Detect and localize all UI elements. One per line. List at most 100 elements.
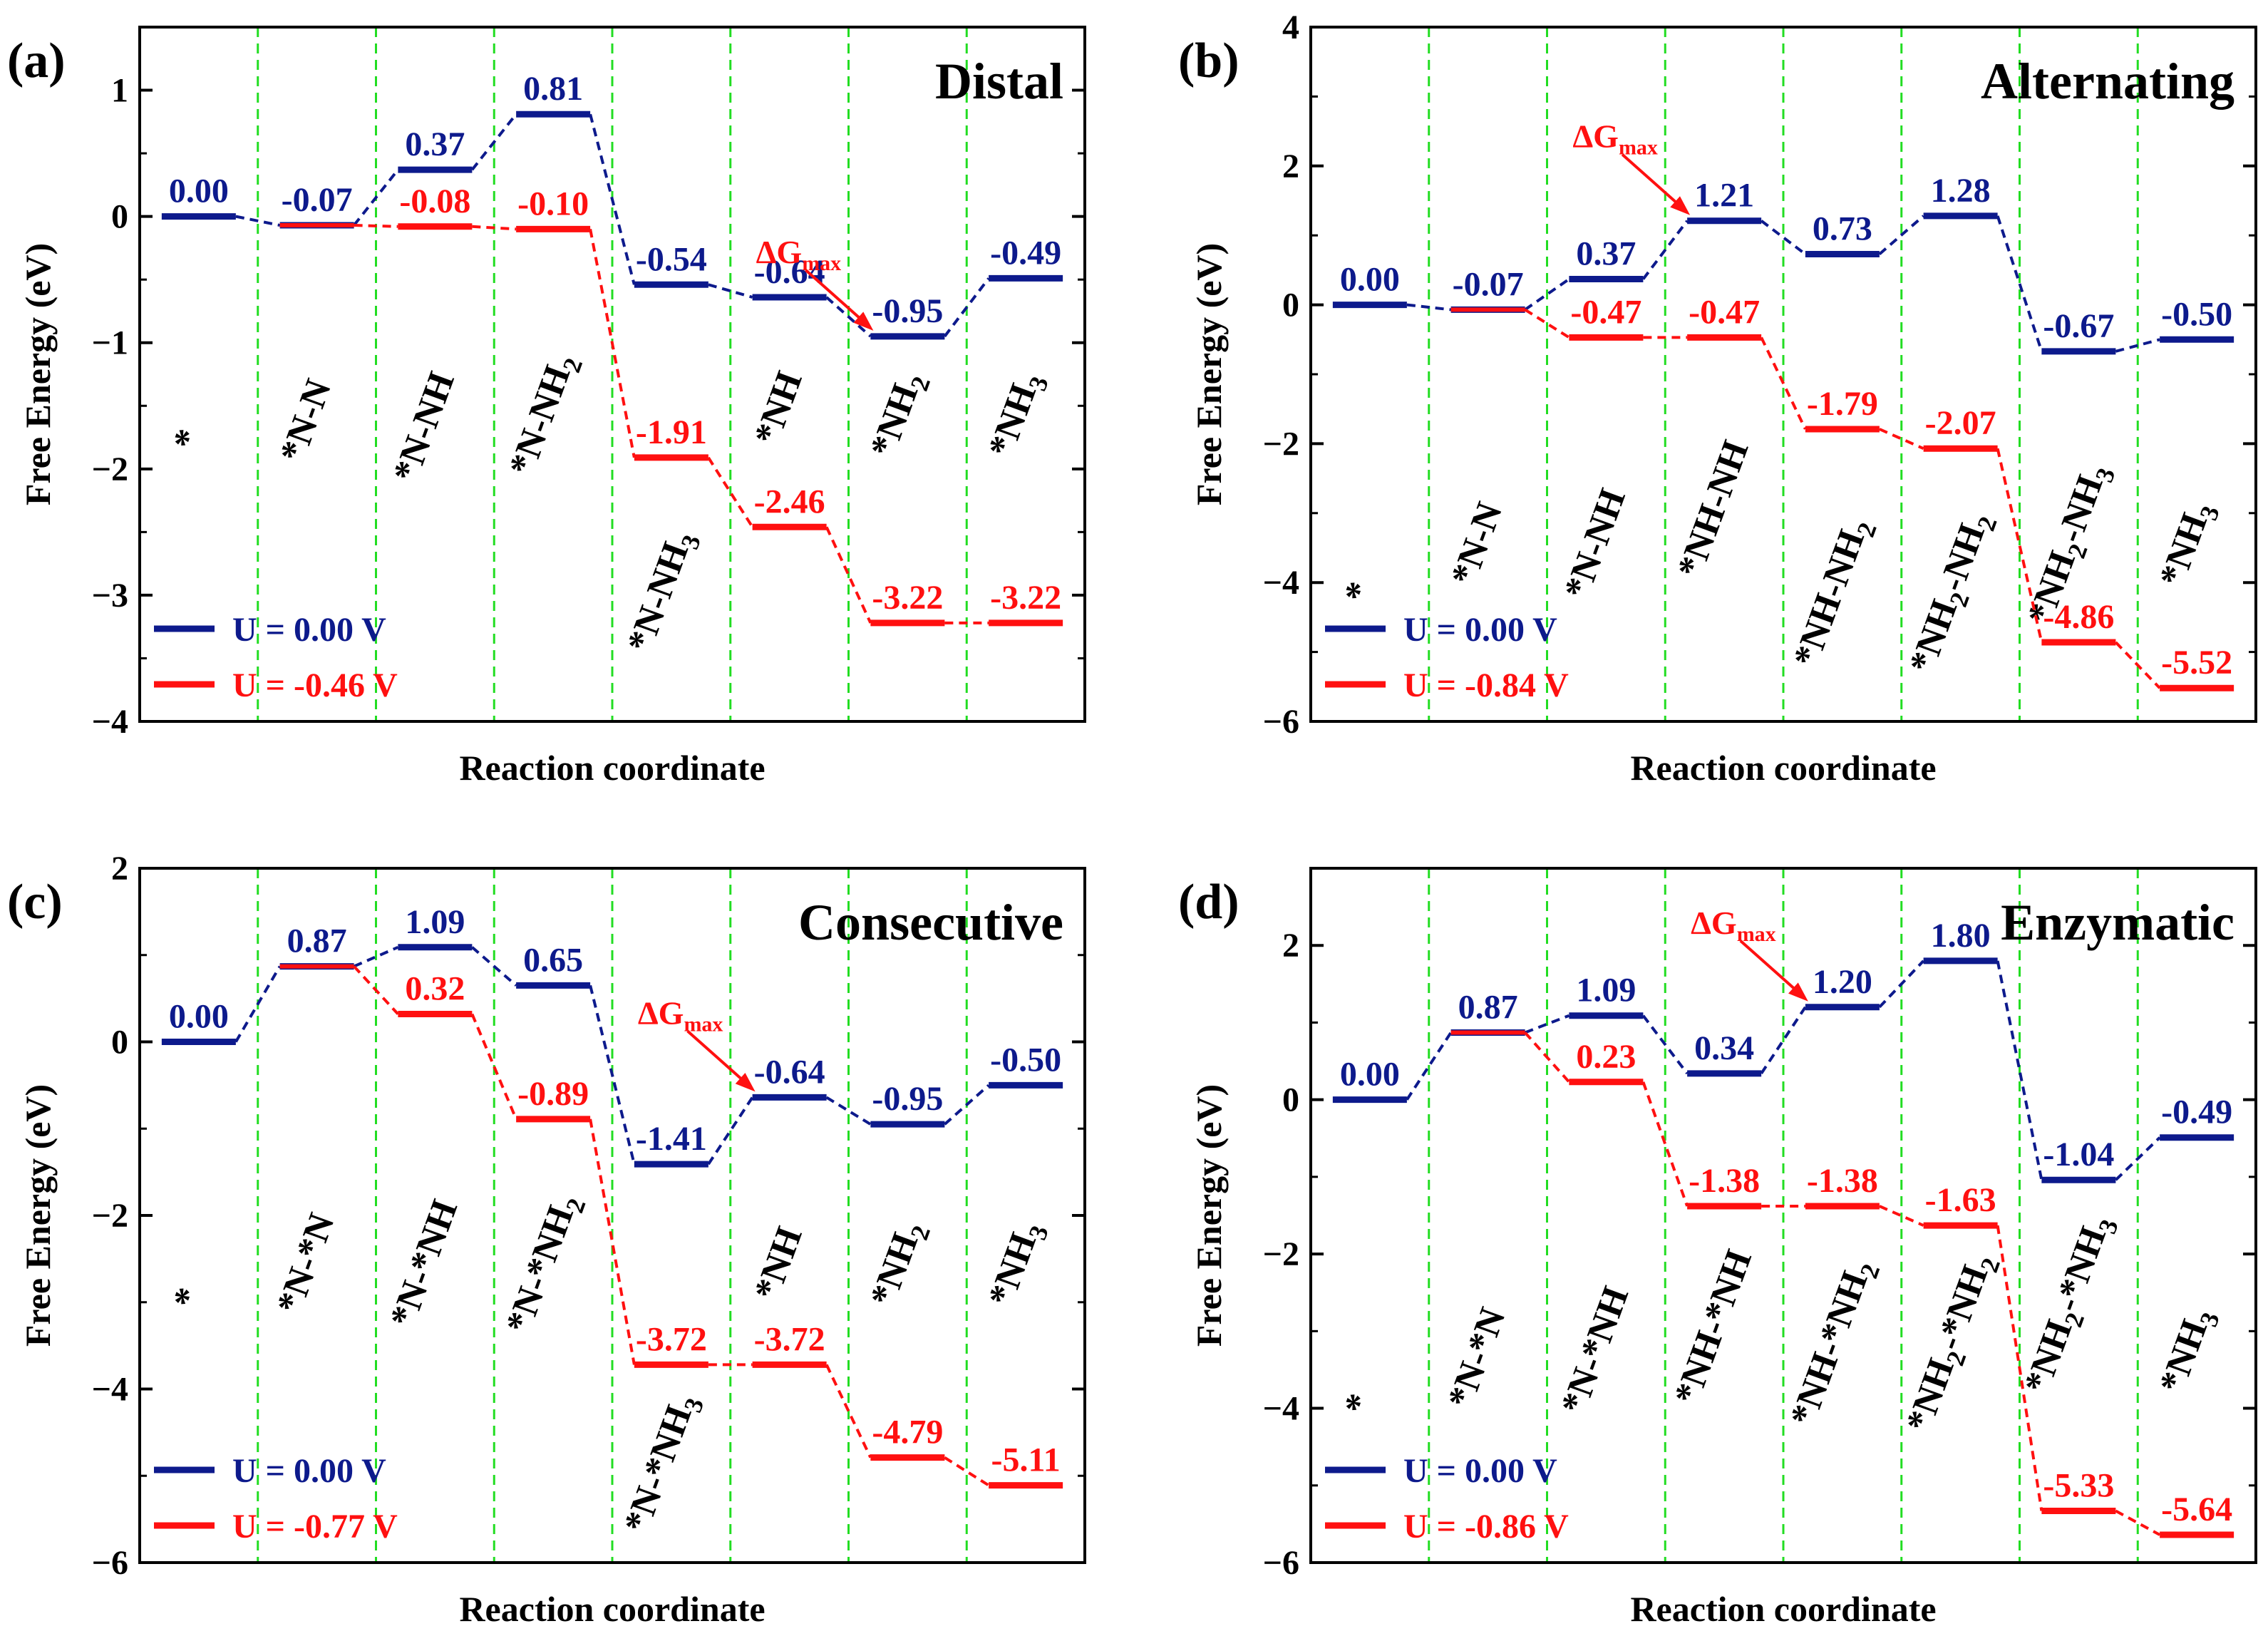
chart-title: Alternating (1981, 53, 2235, 110)
value-label: -0.47 (1689, 293, 1760, 331)
step-label: *NH2-*NH2 (1899, 1248, 2006, 1439)
series-connector (1641, 1014, 1689, 1075)
step-label: *N-*NH2 (498, 1188, 591, 1340)
step-label: *N-N (272, 374, 339, 468)
value-label: 1.09 (1576, 972, 1636, 1009)
y-tick-label: 2 (1282, 148, 1299, 185)
value-label: -0.50 (990, 1041, 1061, 1079)
series-connector (2114, 641, 2161, 689)
step-label: * (165, 424, 210, 456)
y-tick-label: 0 (1282, 287, 1299, 324)
chart-title: Consecutive (798, 894, 1063, 951)
series-connector (2115, 1509, 2161, 1536)
series-connector (2115, 338, 2160, 353)
step-label: *NH (747, 366, 810, 450)
value-label: -0.47 (1570, 293, 1641, 331)
series-connector (589, 113, 636, 285)
series-connector (234, 965, 282, 1043)
y-tick-label: −2 (92, 451, 128, 488)
annotation-arrowhead (735, 1072, 756, 1092)
annotation-label: ΔGmax (1691, 905, 1776, 946)
y-tick-label: −3 (92, 577, 128, 614)
series-connector (1996, 215, 2043, 352)
annotation-label: ΔGmax (638, 994, 723, 1036)
annotation-arrowhead (1788, 982, 1808, 1002)
value-label: 0.00 (1340, 1056, 1400, 1094)
y-axis-label: Free Energy (eV) (18, 243, 58, 505)
value-label: 0.37 (405, 125, 465, 163)
y-tick-label: −4 (92, 703, 128, 741)
step-label: * (1336, 1389, 1381, 1420)
series-connector (1878, 215, 1924, 256)
legend-label: U = -0.86 V (1403, 1508, 1569, 1545)
step-label: * (165, 1282, 210, 1314)
value-label: -0.50 (2161, 295, 2232, 333)
series-connector (1641, 220, 1689, 280)
value-label: -1.79 (1807, 385, 1878, 423)
annotation-arrowhead (853, 312, 874, 331)
value-label: -5.11 (991, 1441, 1060, 1479)
plot-frame (138, 26, 1086, 723)
y-tick-label: −1 (92, 324, 128, 362)
series-connector (1760, 336, 1807, 430)
y-tick-label: 4 (1282, 9, 1299, 46)
y-axis-label: Free Energy (eV) (1189, 1084, 1229, 1347)
value-label: -5.52 (2161, 644, 2232, 681)
legend-label: U = 0.00 V (1403, 611, 1557, 649)
value-label: -0.64 (754, 253, 825, 291)
value-label: -5.33 (2043, 1466, 2114, 1504)
x-axis-label: Reaction coordinate (459, 1589, 765, 1629)
panel-label: (b) (1178, 34, 1239, 88)
value-label: 1.80 (1931, 917, 1991, 955)
series-connector (1879, 1205, 1924, 1227)
value-label: 0.00 (169, 998, 229, 1036)
step-label: *NH3 (981, 1215, 1054, 1313)
value-label: -0.67 (2043, 307, 2114, 345)
step-label: *N-NH3 (619, 525, 706, 659)
step-label: *N-*NH (382, 1195, 465, 1332)
value-label: 1.20 (1813, 963, 1872, 1001)
value-label: -0.07 (282, 181, 353, 219)
value-label: 0.37 (1576, 235, 1636, 273)
annotation-arrow (686, 1029, 746, 1084)
value-label: -0.95 (872, 292, 943, 330)
step-label: *NH3 (2152, 496, 2225, 594)
value-label: -1.04 (2043, 1136, 2114, 1173)
value-label: 0.23 (1576, 1038, 1636, 1076)
legend-label: U = 0.00 V (232, 1452, 386, 1490)
chart-title: Distal (935, 53, 1063, 110)
annotation-arrow (805, 269, 865, 323)
y-tick-label: −2 (1263, 1235, 1299, 1273)
step-label: *N-NH2 (502, 348, 589, 482)
value-label: -3.22 (990, 579, 1061, 617)
value-label: 0.00 (169, 173, 229, 210)
step-label: *NH2-NH2 (1902, 507, 2003, 680)
value-label: 1.21 (1694, 177, 1754, 215)
series-connector (1524, 308, 1570, 339)
value-label: -4.86 (2043, 598, 2114, 636)
series-connector (943, 277, 990, 338)
annotation-arrowhead (1670, 196, 1691, 215)
value-label: -3.22 (872, 579, 943, 617)
series-connector (353, 168, 399, 227)
y-tick-label: 0 (111, 198, 128, 236)
step-label: *NH-*NH (1666, 1245, 1760, 1409)
value-label: -2.07 (1925, 404, 1996, 442)
y-axis-label: Free Energy (eV) (18, 1084, 58, 1347)
value-label: -0.49 (2161, 1094, 2232, 1131)
value-label: -0.08 (399, 182, 470, 220)
step-label: *NH2 (862, 1215, 936, 1313)
step-label: *NH3 (2152, 1302, 2225, 1400)
value-label: 1.28 (1931, 172, 1991, 210)
chart-panel-0: −4 −3 −2 −1 0 1 Reaction coordinate Free Energy… (7, 26, 1086, 788)
y-tick-label: 1 (111, 72, 128, 110)
value-label: 0.34 (1694, 1029, 1754, 1067)
step-label: *NH3 (981, 366, 1054, 464)
annotation-arrow (1621, 153, 1681, 207)
y-tick-label: 2 (111, 850, 128, 888)
value-label: 0.32 (405, 970, 465, 1008)
series-connector (825, 526, 872, 624)
y-tick-label: −6 (1263, 703, 1299, 741)
value-label: -2.46 (754, 483, 825, 520)
chart-panel-1: −6 −4 −2 0 2 4 Reaction coordinate Free Energy … (1178, 9, 2257, 788)
